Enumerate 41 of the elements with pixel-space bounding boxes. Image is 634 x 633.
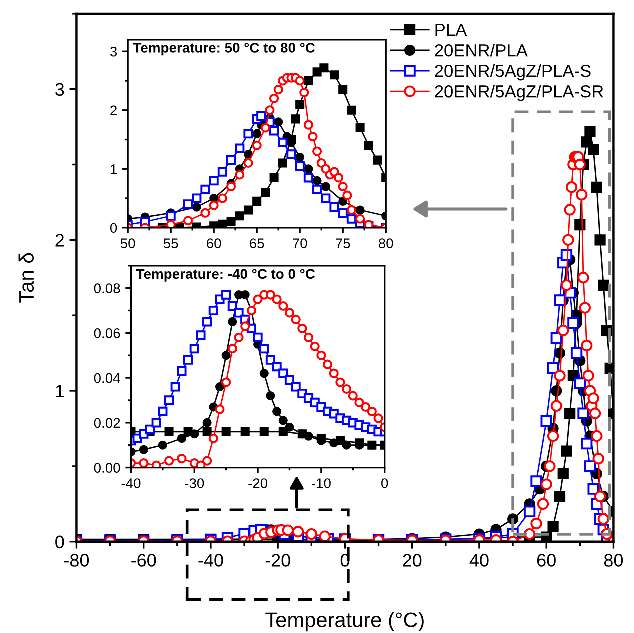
- y-tick-label: 1: [56, 385, 64, 398]
- legend-label: 20ENR/5AgZ/PLA-S: [435, 64, 591, 81]
- x-tick-label: -40: [122, 478, 141, 488]
- x-tick-label: 80: [378, 238, 394, 248]
- y-tick-label: 0.00: [94, 463, 120, 473]
- x-tick-label: -80: [64, 554, 90, 567]
- y-tick-label: 0.06: [94, 328, 120, 338]
- y-tick-label: 0: [110, 223, 118, 234]
- legend-label: PLA: [436, 24, 468, 36]
- x-tick-label: 40: [470, 554, 489, 567]
- y-tick-label: 2: [110, 106, 117, 116]
- x-tick-label: -30: [185, 478, 204, 488]
- x-tick-label: 60: [537, 554, 556, 567]
- x-tick-label: 55: [164, 238, 178, 248]
- y-tick-label: 3: [110, 46, 118, 57]
- y-tick-label: 0.08: [94, 284, 120, 294]
- annotation: Temperature: -40 °C to 0 °C: [136, 269, 316, 282]
- x-tick-label: 65: [250, 238, 264, 248]
- legend-label: 20ENR/PLA: [435, 44, 528, 57]
- y-axis-title: Tan δ: [18, 253, 34, 303]
- y-tick-label: 0.04: [94, 373, 120, 384]
- x-tick-label: 70: [293, 238, 308, 248]
- x-tick-label: -20: [266, 554, 290, 567]
- y-tick-label: 2: [56, 234, 64, 247]
- x-tick-label: 60: [207, 238, 222, 248]
- x-tick-label: 0: [382, 478, 388, 488]
- x-tick-label: 75: [336, 238, 350, 248]
- x-tick-label: -10: [312, 478, 331, 488]
- y-tick-label: 1: [110, 164, 117, 174]
- x-tick-label: -20: [248, 478, 268, 488]
- x-tick-label: -40: [198, 554, 224, 567]
- annotation: Temperature: 50 °C to 80 °C: [133, 43, 316, 56]
- x-tick-label: 50: [120, 238, 136, 248]
- x-tick-label: -60: [132, 554, 156, 567]
- x-tick-label: 80: [604, 554, 624, 567]
- y-tick-label: 0: [56, 536, 64, 549]
- y-tick-label: 0.02: [94, 418, 120, 428]
- legend-label: 20ENR/5AgZ/PLA-SR: [435, 85, 604, 102]
- x-axis-title: Temperature (°C): [266, 612, 424, 632]
- y-tick-label: 3: [56, 83, 64, 96]
- x-tick-label: 20: [403, 554, 422, 567]
